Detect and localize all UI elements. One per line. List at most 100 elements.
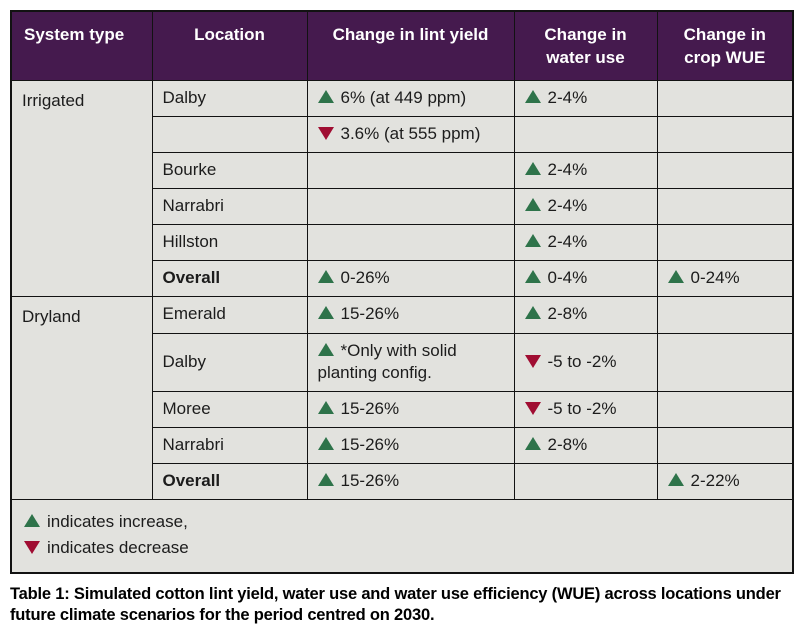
lint-yield-cell: *Only with solid planting config. xyxy=(306,332,515,392)
increase-icon xyxy=(667,270,684,284)
legend-cell: indicates increase, indicates decrease xyxy=(10,498,794,574)
increase-icon xyxy=(524,436,541,450)
water-use-cell: 2-4% xyxy=(513,79,658,117)
crop-wue-cell xyxy=(656,426,794,464)
cell-value: 0-26% xyxy=(340,268,390,288)
legend-text: indicates increase, xyxy=(47,512,188,531)
cell-value: *Only with solid planting config. xyxy=(317,340,457,382)
location-cell: Hillston xyxy=(151,224,308,262)
cell-value: 2-4% xyxy=(547,232,588,252)
cell-value: 2-8% xyxy=(547,434,588,454)
cell-value: 15-26% xyxy=(340,470,400,490)
cell-value: 2-8% xyxy=(547,304,588,324)
table-row: Bourke 2-4% xyxy=(11,152,794,190)
location-cell: Bourke xyxy=(151,152,308,190)
cell-value: 2-4% xyxy=(547,87,588,107)
lint-yield-cell xyxy=(306,188,515,226)
crop-wue-cell xyxy=(656,188,794,226)
decrease-icon xyxy=(524,354,541,368)
crop-wue-cell xyxy=(656,79,794,117)
cell-value: 15-26% xyxy=(340,434,400,454)
decrease-icon xyxy=(317,126,334,140)
location-cell: Dalby xyxy=(151,332,308,392)
crop-wue-cell xyxy=(656,115,794,154)
water-use-cell: 2-8% xyxy=(513,426,658,464)
system-type-cell: Irrigated xyxy=(10,79,153,298)
table-row: Narrabri 15-26% 2-8% xyxy=(11,426,794,464)
lint-yield-cell: 15-26% xyxy=(306,296,515,334)
water-use-cell: 2-8% xyxy=(513,296,658,334)
water-use-cell: 2-4% xyxy=(513,152,658,190)
increase-icon xyxy=(524,89,541,103)
increase-icon xyxy=(524,234,541,248)
water-use-cell: 0-4% xyxy=(513,260,658,298)
climate-table: System type Location Change in lint yiel… xyxy=(10,10,794,574)
crop-wue-cell: 0-24% xyxy=(656,260,794,298)
table-body: Irrigated Dalby 6% (at 449 ppm) 2-4% 3.6% (a… xyxy=(10,79,794,501)
cell-value: 15-26% xyxy=(340,304,400,324)
col-header-location: Location xyxy=(151,10,308,81)
water-use-cell: 2-4% xyxy=(513,188,658,226)
table-row: Dryland Emerald 15-26% 2-8% xyxy=(10,296,794,500)
crop-wue-cell xyxy=(656,224,794,262)
legend-decrease-item: indicates decrease xyxy=(24,535,782,561)
location-cell: Overall xyxy=(151,260,308,298)
table-legend: indicates increase, indicates decrease xyxy=(10,498,794,574)
table-figure: System type Location Change in lint yiel… xyxy=(10,10,794,574)
table-header: System type Location Change in lint yiel… xyxy=(10,10,794,81)
increase-icon xyxy=(524,198,541,212)
location-cell: Emerald xyxy=(151,296,308,334)
cell-value: 2-4% xyxy=(547,160,588,180)
increase-icon xyxy=(317,89,334,103)
legend-increase-item: indicates increase, xyxy=(24,509,782,535)
legend-text: indicates decrease xyxy=(47,538,189,558)
cell-value: 6% (at 449 ppm) xyxy=(340,87,467,107)
location-cell xyxy=(151,115,308,154)
cell-value: 0-4% xyxy=(547,268,588,288)
water-use-cell: -5 to -2% xyxy=(513,332,658,392)
lint-yield-cell: 0-26% xyxy=(306,260,515,298)
increase-icon xyxy=(317,472,334,486)
decrease-icon xyxy=(24,541,40,555)
water-use-cell: 2-4% xyxy=(513,224,658,262)
cell-value: 2-4% xyxy=(547,196,588,216)
location-cell: Narrabri xyxy=(151,426,308,464)
lint-yield-cell: 6% (at 449 ppm) xyxy=(306,79,515,117)
cell-value: 0-24% xyxy=(690,268,740,288)
location-cell: Narrabri xyxy=(151,188,308,226)
header-row: System type Location Change in lint yiel… xyxy=(10,10,794,81)
table-row: Overall 0-26% 0-4% 0-24% xyxy=(11,260,794,298)
crop-wue-cell: 2-22% xyxy=(656,462,794,501)
col-header-crop-wue: Change in crop WUE xyxy=(656,10,794,81)
cell-value: 3.6% (at 555 ppm) xyxy=(340,123,481,143)
increase-icon xyxy=(667,472,684,486)
table-caption: Table 1: Simulated cotton lint yield, wa… xyxy=(10,584,781,625)
crop-wue-cell xyxy=(656,332,794,392)
increase-icon xyxy=(317,270,334,284)
system-type-cell: Dryland xyxy=(10,296,153,500)
increase-icon xyxy=(317,400,334,414)
increase-icon xyxy=(524,270,541,284)
location-cell: Dalby xyxy=(151,79,308,117)
location-cell: Overall xyxy=(151,462,308,501)
lint-yield-cell: 15-26% xyxy=(306,426,515,464)
table-row: Dalby *Only with solid planting config. -5… xyxy=(11,332,794,392)
col-header-lint-yield: Change in lint yield xyxy=(306,10,515,81)
cell-value: 2-22% xyxy=(690,470,740,490)
table-row: Irrigated Dalby 6% (at 449 ppm) 2-4% xyxy=(10,79,794,298)
increase-icon xyxy=(24,514,40,527)
lint-yield-cell: 15-26% xyxy=(306,462,515,501)
crop-wue-cell xyxy=(656,296,794,334)
increase-icon xyxy=(317,436,334,450)
table-row: Moree 15-26% -5 to -2% xyxy=(11,390,794,428)
crop-wue-cell xyxy=(656,390,794,428)
lint-yield-cell xyxy=(306,224,515,262)
increase-icon xyxy=(524,306,541,320)
increase-icon xyxy=(317,342,334,356)
cell-value: 15-26% xyxy=(340,398,400,418)
table-row: Hillston 2-4% xyxy=(11,224,794,262)
lint-yield-cell: 15-26% xyxy=(306,390,515,428)
decrease-icon xyxy=(524,401,541,415)
crop-wue-cell xyxy=(656,152,794,190)
cell-value: -5 to -2% xyxy=(547,398,617,418)
